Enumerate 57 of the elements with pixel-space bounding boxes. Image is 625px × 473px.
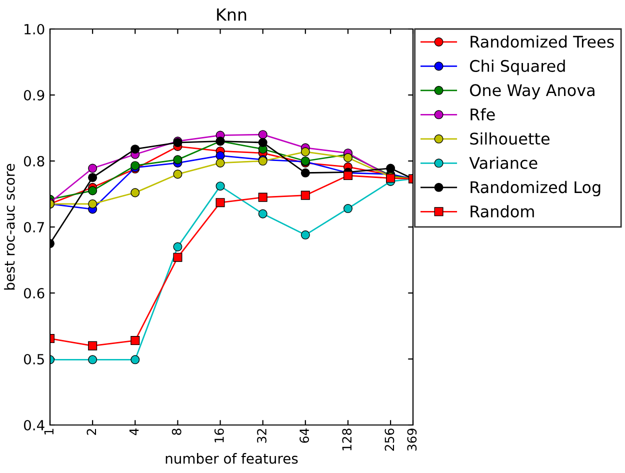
x-tick-label: 64	[300, 428, 310, 443]
point	[343, 171, 352, 180]
legend-label: Randomized Trees	[470, 35, 614, 48]
point	[88, 186, 98, 196]
point	[216, 182, 225, 191]
y-tick-label: 0.5	[24, 354, 44, 364]
point	[300, 168, 310, 178]
legend-label: Randomized Log	[470, 180, 600, 196]
point	[88, 341, 98, 350]
x-tick-label: 369	[407, 428, 417, 451]
point	[216, 198, 225, 208]
point	[343, 204, 352, 214]
point	[258, 130, 268, 140]
point	[258, 209, 268, 218]
legend-label: Silhouette	[470, 132, 550, 145]
y-tick-label: 0.9	[24, 90, 44, 100]
point	[88, 355, 98, 364]
legend-label: One Way Anova	[470, 84, 594, 100]
point	[173, 252, 182, 262]
y-tick-label: 0.8	[24, 156, 44, 166]
point	[386, 164, 396, 173]
legend-label: Chi Squared	[470, 60, 565, 76]
point	[258, 192, 268, 202]
legend-label: Rfe	[470, 108, 495, 120]
y-tick-label: 0.6	[24, 288, 44, 298]
y-tick-label: 0.4	[24, 420, 44, 430]
point	[300, 230, 310, 240]
legend-label: Random	[470, 205, 534, 218]
point	[173, 170, 182, 179]
x-tick-label: 256	[384, 428, 394, 451]
y-tick-label: 1.0	[24, 24, 44, 34]
x-tick-label: 1	[44, 428, 54, 434]
x-tick-label: 8	[172, 428, 182, 435]
point	[88, 199, 98, 208]
y-tick-label: 0.7	[24, 222, 44, 232]
x-tick-label: 32	[257, 429, 266, 443]
point	[258, 138, 268, 148]
point	[173, 242, 182, 252]
point	[130, 355, 140, 364]
x-tick-label: 16	[214, 428, 224, 442]
point	[88, 164, 98, 173]
point	[216, 158, 225, 168]
chart-title: Knn	[217, 8, 246, 21]
point	[343, 153, 352, 162]
x-tick-label: 4	[129, 428, 139, 436]
y-axis-title: best roc-auc score	[4, 164, 15, 290]
point	[130, 144, 140, 154]
point	[88, 172, 98, 182]
legend-label: Variance	[469, 156, 538, 169]
point	[173, 155, 182, 164]
point	[130, 336, 140, 346]
point	[300, 147, 310, 156]
point	[300, 190, 310, 200]
x-axis-title: number of features	[166, 453, 298, 464]
x-tick-label: 2	[86, 429, 96, 435]
point	[130, 188, 140, 198]
x-tick-label: 128	[342, 428, 352, 450]
